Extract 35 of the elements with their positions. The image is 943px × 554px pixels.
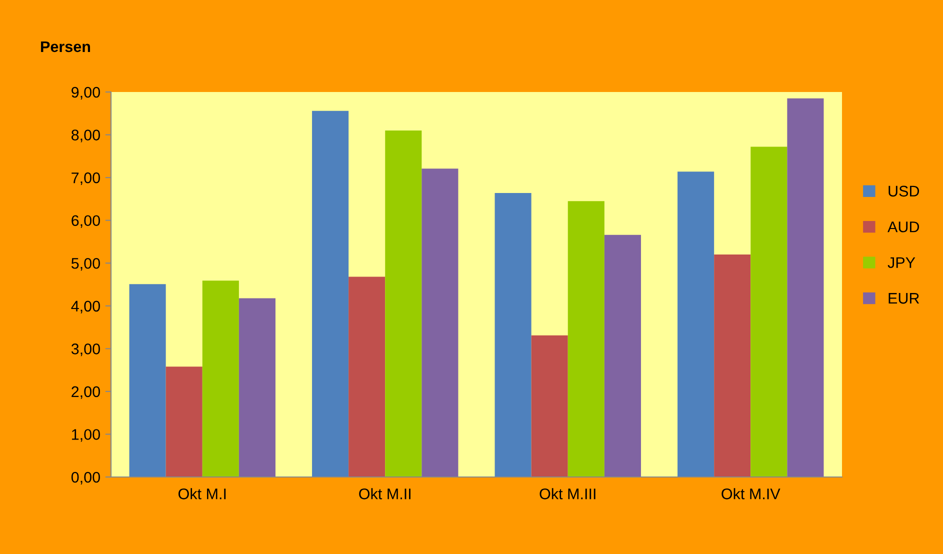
bar [422, 168, 458, 477]
y-tick-label: 2,00 [72, 386, 100, 399]
y-tick-label: 7,00 [72, 172, 100, 186]
y-tick-label: 9,00 [72, 86, 100, 100]
y-tick-label: 4,00 [71, 300, 100, 314]
y-tick-label: 0,00 [71, 472, 100, 484]
x-tick-label: Okt M.II [359, 488, 410, 500]
bar [568, 201, 604, 477]
y-tick-label: 6,00 [72, 215, 100, 228]
y-tick-label: 3,00 [71, 344, 100, 356]
bar [129, 284, 166, 477]
y-tick-label: 5,00 [71, 258, 100, 271]
bar [385, 130, 422, 477]
y-axis-title: Persen [41, 41, 90, 52]
bar [348, 276, 386, 477]
bar [494, 192, 532, 477]
bar [202, 280, 239, 477]
bar [312, 110, 349, 477]
legend-label: JPY [888, 257, 916, 268]
bar [166, 366, 202, 477]
bar [531, 335, 568, 477]
x-tick-label: Okt M.I [178, 488, 226, 500]
bar [750, 146, 788, 477]
bar [238, 298, 276, 477]
x-tick-label: Okt M.IV [722, 488, 780, 500]
bar [787, 98, 824, 477]
legend-label: EUR [888, 293, 920, 304]
bar [604, 234, 641, 477]
bar [678, 172, 714, 477]
legend-label: AUD [888, 222, 920, 232]
bar [714, 254, 751, 477]
legend-label: USD [888, 186, 920, 197]
x-tick-label: Okt M.III [540, 488, 596, 500]
y-tick-label: 8,00 [72, 130, 100, 142]
y-tick-label: 1,00 [72, 429, 100, 442]
